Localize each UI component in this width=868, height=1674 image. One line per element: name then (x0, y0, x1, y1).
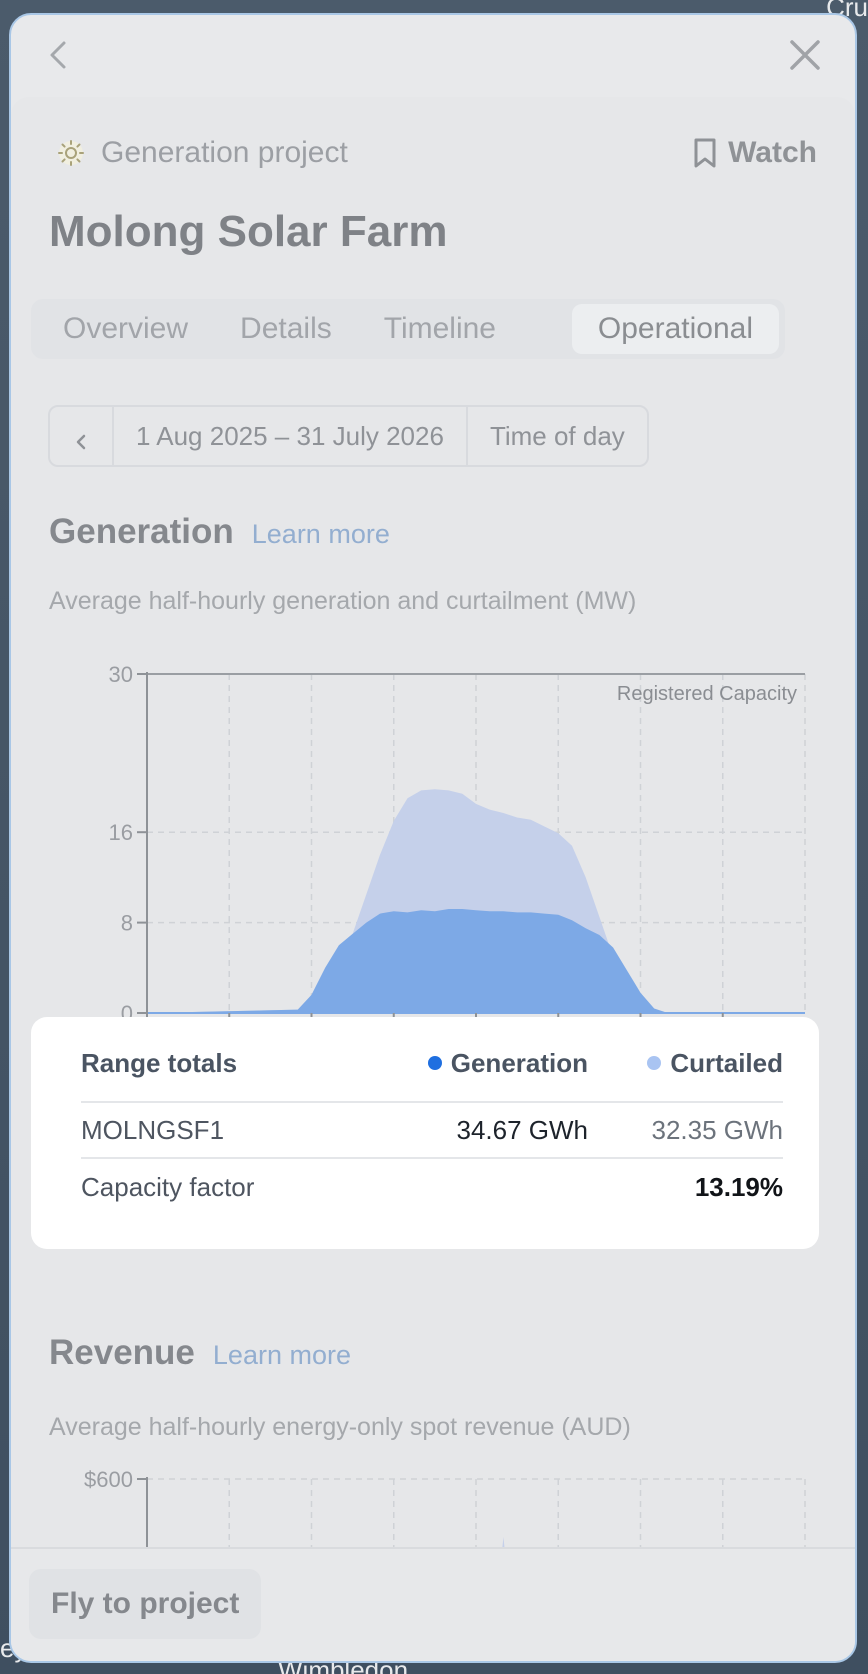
generation-dot-icon (427, 1056, 442, 1070)
curtailed-total: 32.35 GWh (651, 1114, 783, 1145)
y-tick-label: 16 (109, 820, 133, 845)
generation-total: 34.67 GWh (456, 1114, 588, 1145)
generation-chart: 30168012am3am6am9am12pm3pm6pm9pmRegister… (109, 662, 806, 1052)
y-tick-label: $600 (84, 1467, 133, 1492)
project-kind: Generation project (55, 133, 348, 173)
tab-details[interactable]: Details (240, 312, 332, 345)
generation-legend-label: Generation (450, 1047, 588, 1078)
panel-content[interactable]: Generation project Watch Molong Solar Fa… (11, 97, 855, 1577)
totals-header-label: Range totals (81, 1047, 238, 1078)
generation-area (147, 909, 805, 1013)
project-kind-label: Generation project (101, 136, 348, 169)
back-icon[interactable] (39, 35, 79, 75)
date-range-button[interactable]: 1 Aug 2025 – 31 July 2026 (112, 407, 466, 465)
table-row: MOLNGSF1 34.67 GWh 32.35 GWh (81, 1103, 783, 1159)
registered-capacity-label: Registered Capacity (617, 683, 797, 705)
learn-more-link[interactable]: Learn more (251, 519, 390, 549)
watch-label: Watch (728, 136, 817, 169)
curtailed-area (147, 789, 805, 1013)
curtailed-dot-icon (647, 1056, 662, 1070)
chevron-left-icon (72, 427, 90, 450)
chart-subtitle: Average half-hourly generation and curta… (49, 587, 637, 615)
tab-bar: Overview Details Timeline Operational (31, 299, 785, 359)
bookmark-icon (692, 137, 718, 169)
capacity-factor-value: 13.19% (694, 1171, 783, 1202)
section-title: Revenue (49, 1333, 195, 1372)
close-icon[interactable] (785, 35, 825, 75)
tab-operational[interactable]: Operational (571, 304, 779, 354)
generation-header: Generation Learn more (49, 512, 390, 552)
previous-range-button[interactable] (50, 407, 112, 465)
fly-to-project-button[interactable]: Fly to project (29, 1569, 262, 1639)
tab-timeline[interactable]: Timeline (383, 312, 496, 345)
chart-subtitle: Average half-hourly energy-only spot rev… (49, 1413, 631, 1441)
date-range-picker: 1 Aug 2025 – 31 July 2026 Time of day (48, 405, 649, 467)
generation-legend: Generation (398, 1048, 588, 1079)
table-row: Capacity factor 13.19% (81, 1159, 783, 1215)
revenue-header: Revenue Learn more (49, 1333, 351, 1373)
sun-icon (55, 137, 87, 169)
y-tick-label: 8 (121, 911, 133, 936)
unit-id: MOLNGSF1 (81, 1114, 225, 1145)
page-title: Molong Solar Farm (49, 207, 448, 256)
capacity-factor-label: Capacity factor (81, 1171, 255, 1202)
learn-more-link[interactable]: Learn more (212, 1340, 351, 1370)
project-panel: Generation project Watch Molong Solar Fa… (9, 13, 857, 1663)
section-title: Generation (49, 512, 234, 551)
panel-footer: Fly to project (11, 1547, 855, 1661)
time-of-day-button[interactable]: Time of day (465, 407, 647, 465)
curtailed-legend: Curtailed (588, 1048, 783, 1079)
range-totals-card: Range totals Generation Curtailed MOLNGS… (31, 1017, 819, 1249)
y-tick-label: 30 (109, 662, 133, 687)
curtailed-legend-label: Curtailed (670, 1047, 783, 1078)
totals-header-row: Range totals Generation Curtailed (81, 1017, 783, 1103)
tab-overview[interactable]: Overview (63, 312, 189, 345)
panel-topbar (11, 15, 855, 95)
watch-button[interactable]: Watch (692, 133, 817, 173)
